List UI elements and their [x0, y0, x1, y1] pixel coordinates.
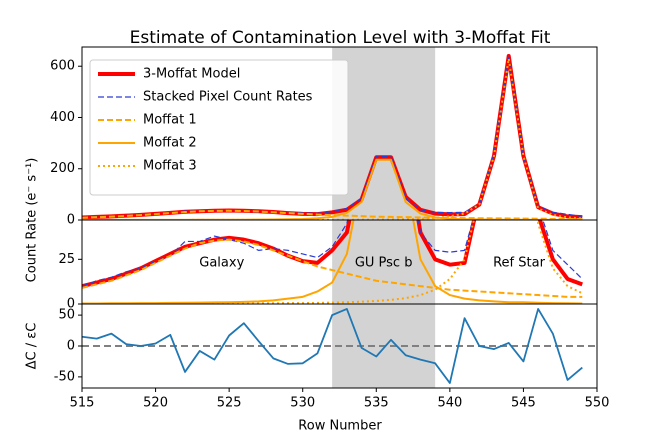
x-axis-label: Row Number: [298, 419, 382, 434]
y-tick-label: 0: [67, 297, 75, 312]
x-tick-label: 550: [585, 396, 610, 411]
axes-frame: [81, 303, 598, 389]
y-tick-label: 600: [50, 59, 75, 74]
legend-label: Moffat 3: [143, 159, 197, 174]
annotation: GU Psc b: [355, 255, 413, 270]
x-tick-label: 525: [217, 396, 242, 411]
legend-label: Moffat 1: [143, 113, 197, 128]
y-tick-label: 0: [67, 213, 75, 228]
annotation: Ref Star: [493, 255, 545, 270]
shaded-span: [332, 47, 436, 220]
plot-area: [82, 220, 583, 304]
chart-title: Estimate of Contamination Level with 3-M…: [130, 28, 551, 48]
y-tick-label: 0: [67, 339, 75, 354]
data-line: [82, 220, 583, 289]
x-tick-label: 520: [143, 396, 168, 411]
plot-area: [82, 304, 597, 388]
shaded-span: [332, 220, 436, 304]
residual-axis-label: ΔC / εC: [25, 323, 40, 370]
legend: 3-Moffat Model Stacked Pixel Count Rates M…: [89, 59, 349, 196]
legend-label: Moffat 2: [143, 136, 197, 151]
y-axis-label: Count Rate (e⁻ s⁻¹): [25, 158, 40, 283]
data-line: [82, 308, 583, 384]
x-tick-label: 535: [364, 396, 389, 411]
data-line: [82, 220, 583, 304]
annotation: Galaxy: [199, 255, 244, 270]
y-tick-label: 50: [58, 308, 75, 323]
x-tick-label: 515: [70, 396, 95, 411]
data-line: [82, 209, 583, 220]
x-tick-label: 540: [437, 396, 462, 411]
y-tick-label: -50: [54, 369, 75, 384]
legend-box: [89, 59, 349, 196]
legend-label: 3-Moffat Model: [143, 67, 240, 82]
x-tick-label: 530: [290, 396, 315, 411]
data-line: [82, 238, 583, 298]
y-tick-label: 25: [58, 252, 75, 267]
y-tick-label: 400: [50, 110, 75, 125]
x-tick-label: 545: [511, 396, 536, 411]
legend-label: Stacked Pixel Count Rates: [143, 90, 313, 105]
y-tick-label: 200: [50, 161, 75, 176]
data-line: [82, 220, 583, 304]
